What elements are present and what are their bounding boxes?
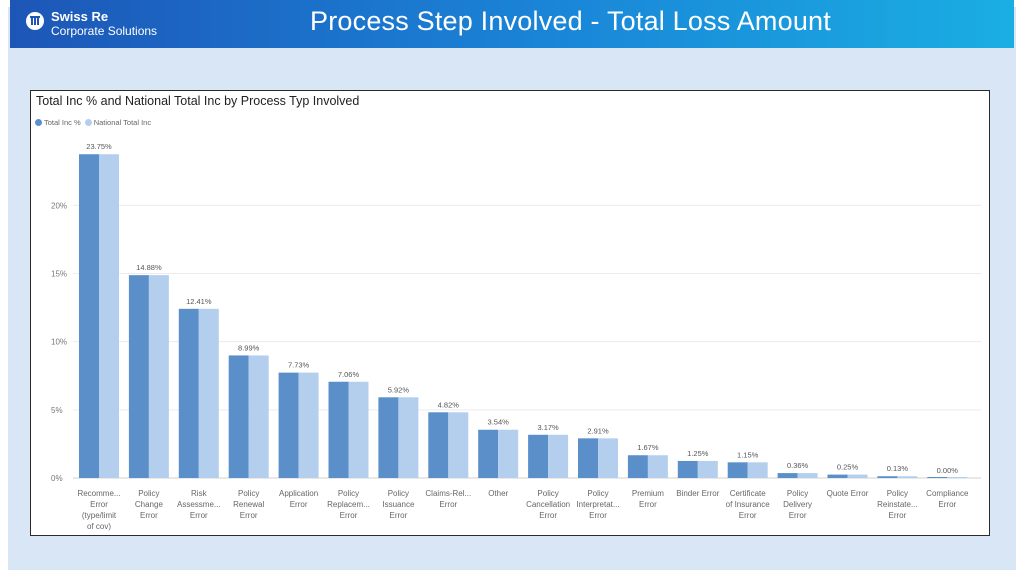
bar-series-2 [348,381,369,478]
bar-series-1 [278,372,299,478]
data-label: 3.54% [488,418,510,427]
bar-series-2 [99,154,119,478]
legend-dot-icon [84,119,92,126]
bar-series-1 [79,154,99,478]
bar-series-1 [777,473,798,478]
bar-series-2 [747,462,768,478]
bar-series-1 [827,474,848,478]
y-tick-label: 0% [51,474,63,483]
y-tick-label: 20% [51,201,67,210]
bar-series-2 [647,455,668,478]
data-label: 4.82% [438,400,460,409]
data-label: 0.25% [837,463,859,472]
data-label: 1.67% [637,443,659,452]
data-label: 0.00% [937,466,959,475]
data-label: 8.99% [238,343,260,352]
chart-panel: Total Inc % and National Total Inc by Pr… [30,90,990,536]
x-category-label: Policy Replacem... Error [327,489,370,520]
x-category-label: Application Error [279,489,318,509]
bar-series-2 [797,473,818,478]
x-category-label: Other [488,489,508,498]
data-label: 23.75% [86,142,112,151]
y-tick-label: 15% [51,270,67,279]
data-label: 0.13% [887,464,909,473]
bar-series-2 [498,429,519,478]
bar-series-1 [178,308,199,478]
x-category-label: Risk Assessme... Error [177,489,221,520]
bar-series-1 [677,460,698,478]
x-category-label: Premium Error [632,489,664,509]
brand-subtitle: Corporate Solutions [51,24,158,38]
bar-series-2 [697,460,718,478]
bar-series-1 [927,477,948,478]
bar-series-1 [627,455,648,478]
data-label: 12.41% [186,297,212,306]
data-label: 5.92% [388,385,410,394]
x-category-label: Compliance Error [926,489,969,509]
bar-series-1 [478,429,499,478]
data-label: 0.36% [787,461,809,470]
data-label: 2.91% [587,426,609,435]
swiss-re-logo: Swiss Re Corporate Solutions [26,9,157,38]
bar-series-1 [877,476,898,478]
bar-series-2 [248,355,269,478]
bar-chart: 0% 5% 10% 15% 20% 23.75% Recomme... Error (type/… [51,142,981,531]
bar-series-1 [128,275,149,478]
bar-series-2 [448,412,469,478]
data-label: 1.25% [687,449,709,458]
bar-series-1 [378,397,399,478]
legend-item-series-2[interactable]: National Total Inc [84,118,152,127]
page-title: Process Step Involved - Total Loss Amoun… [310,6,831,36]
y-tick-label: 5% [51,406,63,415]
chart-legend: Total Inc % National Total Inc [35,118,151,127]
bar-series-2 [947,477,968,478]
x-category-label: Policy Issuance Error [382,489,415,520]
bar-series-2 [598,438,618,478]
legend-label: National Total Inc [93,118,152,127]
bar-series-1 [528,434,549,478]
bar-series-2 [398,397,419,478]
x-category-label: Policy Renewal Error [233,489,264,520]
bar-series-1 [228,355,249,478]
bar-series-2 [548,434,569,478]
x-category-label: Binder Error [676,489,719,498]
x-category-label: Recomme... Error (type/limit of cov) [77,489,120,531]
swiss-re-logo-icon [26,12,44,30]
x-category-label: Policy Cancellation Error [526,489,570,520]
bar-series-1 [578,438,598,478]
bar-series-1 [328,381,349,478]
x-category-label: Policy Delivery Error [783,489,812,520]
bar-series-1 [428,412,449,478]
bar-series-2 [897,476,918,478]
x-category-label: Policy Change Error [135,489,164,520]
header-banner: Swiss Re Corporate Solutions Process Ste… [10,0,1014,48]
x-category-label: Claims-Rel... Error [425,489,471,509]
bar-series-1 [727,462,748,478]
bar-series-2 [298,372,319,478]
x-category-label: Policy Interpretat... Error [576,489,619,520]
legend-item-series-1[interactable]: Total Inc % [35,118,81,127]
brand-name: Swiss Re [51,9,109,24]
legend-label: Total Inc % [44,118,81,127]
chart-title: Total Inc % and National Total Inc by Pr… [36,94,360,108]
bar-series-2 [148,275,169,478]
x-category-label: Policy Reinstate... Error [877,489,917,520]
data-label: 7.06% [338,370,360,379]
data-label: 7.73% [288,361,310,370]
y-tick-label: 10% [51,338,67,347]
x-category-label: Certificate of Insurance Error [726,489,771,520]
data-label: 1.15% [737,450,759,459]
data-label: 14.88% [136,263,162,272]
bar-series-2 [198,308,219,478]
data-label: 3.17% [537,423,559,432]
x-category-label: Quote Error [827,489,869,498]
legend-dot-icon [35,119,42,126]
bar-series-2 [847,474,868,478]
